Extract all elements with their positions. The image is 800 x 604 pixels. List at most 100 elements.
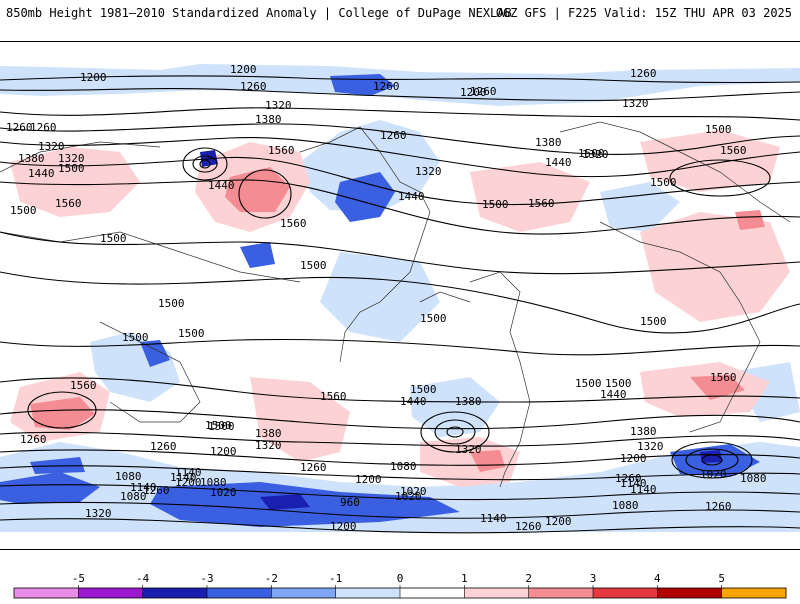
- contour-label: 1140: [480, 512, 507, 525]
- contour-label: 1500: [158, 297, 185, 310]
- colorbar-label: -4: [136, 572, 150, 585]
- contour-label: 1200: [330, 520, 357, 533]
- contour-label: 1500: [208, 420, 235, 433]
- contour-label: 1380: [455, 395, 482, 408]
- contour-label: 1560: [528, 197, 555, 210]
- contour-label: 1260: [20, 433, 47, 446]
- colorbar-swatch: [464, 588, 530, 598]
- contour-label: 1500: [100, 232, 127, 245]
- contour-label: 1560: [280, 217, 307, 230]
- contour-label: 1320: [415, 165, 442, 178]
- contour-label: 1200: [230, 63, 257, 76]
- contour-label: 1500: [410, 383, 437, 396]
- colorbar-label: 1: [461, 572, 468, 585]
- contour-label: 1200: [620, 452, 647, 465]
- contour-label: 1260: [240, 80, 267, 93]
- colorbar-swatch: [593, 588, 658, 598]
- colorbar-swatch: [207, 588, 272, 598]
- anomaly-map: 1200 1200 1260 1260 1260 1200 1260 1320 1320 1260…: [0, 41, 800, 550]
- contour-label: 1320: [265, 99, 292, 112]
- contour-label: 1140: [130, 481, 157, 494]
- colorbar-swatch: [78, 588, 144, 598]
- contour-label: 1260: [6, 121, 33, 134]
- contour-label: 1560: [710, 371, 737, 384]
- contour-label: 1260: [630, 67, 657, 80]
- contour-label: 1140: [630, 483, 657, 496]
- contour-label: 1260: [615, 472, 642, 485]
- colorbar-label: 5: [718, 572, 725, 585]
- colorbar-label: 2: [525, 572, 532, 585]
- colorbar-svg: -5 -4 -3 -2 -1 0 1 2 3 4 5: [13, 572, 787, 599]
- contour-label: 1560: [70, 379, 97, 392]
- contour-label: 1260: [705, 500, 732, 513]
- contour-label: 1320: [637, 440, 664, 453]
- map-title: 850mb Height 1981–2010 Standardized Anom…: [6, 6, 512, 20]
- coastlines: [0, 121, 791, 488]
- colorbar-label: -5: [72, 572, 85, 585]
- model-run-info: 06Z GFS | F225 Valid: 15Z THU APR 03 202…: [495, 6, 792, 20]
- contour-label: 1200: [460, 86, 487, 99]
- contour-label: 1200: [175, 476, 202, 489]
- colorbar-label: -3: [200, 572, 213, 585]
- contour-label: 1020: [395, 490, 422, 503]
- contour-label: 1020: [400, 485, 427, 498]
- contour-label: 1500: [605, 377, 632, 390]
- contour-label: 1320: [582, 148, 609, 161]
- contour-label: 1200: [210, 445, 237, 458]
- contour-label: 1500: [178, 327, 205, 340]
- colorbar: -5 -4 -3 -2 -1 0 1 2 3 4 5: [0, 570, 800, 600]
- contour-label: 1440: [398, 190, 425, 203]
- strong-positive-anomaly: [30, 167, 765, 472]
- contour-label: 1380: [535, 136, 562, 149]
- contour-label: 1560: [268, 144, 295, 157]
- colorbar-label: -2: [265, 572, 278, 585]
- colorbar-swatch: [721, 588, 787, 598]
- contour-label: 960: [340, 496, 360, 509]
- contour-label: 1380: [18, 152, 45, 165]
- height-contours: [0, 75, 800, 534]
- contour-label: 1080: [612, 499, 639, 512]
- contour-label: 1440: [600, 388, 627, 401]
- contour-label: 1500: [420, 312, 447, 325]
- contour-label: 1080: [115, 470, 142, 483]
- positive-anomaly-shading: [10, 130, 790, 487]
- contour-label: 1380: [255, 427, 282, 440]
- contour-label: 1080: [390, 460, 417, 473]
- contour-label: 1500: [205, 419, 232, 432]
- contour-label: 1500: [650, 176, 677, 189]
- colorbar-label: -1: [329, 572, 342, 585]
- contour-label: 1560: [720, 144, 747, 157]
- contour-label: 1320: [455, 443, 482, 456]
- contour-label: 1260: [373, 80, 400, 93]
- contour-label: 1500: [640, 315, 667, 328]
- contour-label: 1260: [470, 85, 497, 98]
- contour-label: 1380: [630, 425, 657, 438]
- contour-label: 1440: [400, 395, 427, 408]
- contour-label: 1020: [210, 486, 237, 499]
- contour-label: 1260: [515, 520, 542, 533]
- contour-label: 1080: [120, 490, 147, 503]
- contour-label: 1320: [255, 439, 282, 452]
- contour-label: 1140: [175, 466, 202, 479]
- contour-label: 1140: [170, 471, 197, 484]
- contour-label: 1320: [38, 140, 65, 153]
- colorbar-label: 0: [397, 572, 404, 585]
- contour-label: 1500: [300, 259, 327, 272]
- contour-label: 1500: [482, 198, 509, 211]
- contour-label: 1560: [320, 390, 347, 403]
- contour-label: 1140: [620, 477, 647, 490]
- colorbar-swatch: [400, 588, 465, 598]
- contour-label: 1440: [545, 156, 572, 169]
- contour-label: 1200: [355, 473, 382, 486]
- contour-label: 1200: [80, 71, 107, 84]
- contour-label: 1080: [740, 472, 767, 485]
- contour-label: 1500: [58, 162, 85, 175]
- contour-label: 1500: [10, 204, 37, 217]
- contour-label: 1500: [705, 123, 732, 136]
- contour-label: 1200: [545, 515, 572, 528]
- contour-label: 1380: [255, 113, 282, 126]
- contour-label: 1260: [150, 440, 177, 453]
- contour-label: 1500: [578, 147, 605, 160]
- contour-label: 1260: [30, 121, 57, 134]
